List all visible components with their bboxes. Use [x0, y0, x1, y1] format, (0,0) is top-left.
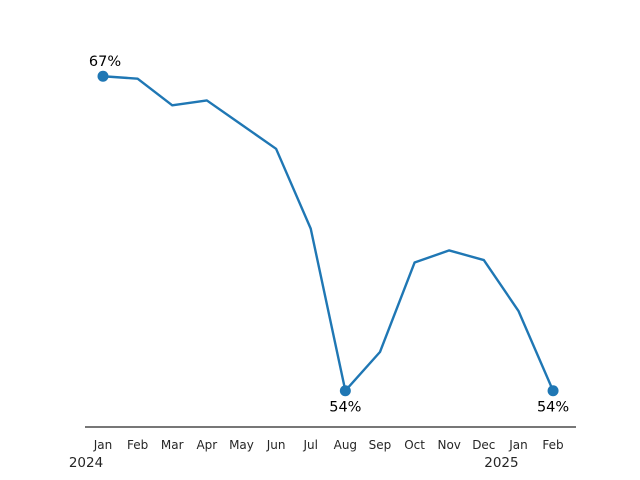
x-axis-tick-label: Dec: [472, 438, 495, 452]
data-point-marker: [97, 70, 109, 82]
x-axis-tick-label: Apr: [196, 438, 217, 452]
x-axis-tick-label: Nov: [437, 438, 460, 452]
x-axis-tick-label: Mar: [161, 438, 184, 452]
x-axis-tick-label: May: [229, 438, 254, 452]
point-value-annotation: 54%: [329, 400, 361, 416]
x-axis-tick-label: Jan: [508, 438, 528, 452]
line-series: [101, 75, 555, 392]
data-point-marker: [547, 385, 559, 397]
data-point-marker: [339, 385, 351, 397]
x-axis-tick-label: Sep: [369, 438, 392, 452]
x-axis-tick-label: Jul: [302, 438, 317, 452]
point-value-annotation: 54%: [537, 400, 569, 416]
x-axis-tick-label: Oct: [404, 438, 425, 452]
x-axis-tick-label: Feb: [542, 438, 563, 452]
x-axis-tick-label: Jun: [266, 438, 286, 452]
x-axis-tick-label: Aug: [334, 438, 357, 452]
x-axis-tick-label: Feb: [127, 438, 148, 452]
x-axis-year-label: 2024: [69, 455, 103, 471]
point-value-annotation: 67%: [89, 54, 121, 70]
x-axis-year-label: 2025: [484, 455, 518, 471]
x-axis-tick-label: Jan: [93, 438, 113, 452]
